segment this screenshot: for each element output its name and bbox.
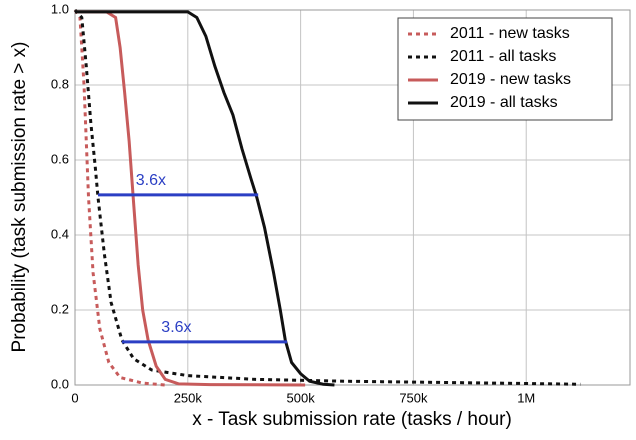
series-line bbox=[73, 8, 581, 386]
legend: 2011 - new tasks 2011 - all tasks 2019 - n… bbox=[397, 17, 613, 121]
series-line bbox=[73, 9, 166, 387]
y-axis-label: Probability (task submission rate > x) bbox=[9, 42, 30, 353]
x-tick-label: 1M bbox=[517, 390, 535, 405]
legend-label: 2011 - new tasks bbox=[450, 25, 570, 42]
legend-label: 2019 - all tasks bbox=[450, 94, 558, 111]
y-tick-label: 0.4 bbox=[51, 226, 69, 241]
y-tick-label: 1.0 bbox=[51, 1, 69, 16]
legend-label: 2019 - new tasks bbox=[450, 71, 571, 88]
x-tick-label: 750k bbox=[399, 390, 428, 405]
series-line bbox=[75, 10, 306, 387]
annotation-text: 3.6x bbox=[136, 172, 166, 189]
y-tick-label: 0.0 bbox=[51, 376, 69, 391]
x-tick-label: 500k bbox=[287, 390, 316, 405]
annotation-text: 3.6x bbox=[161, 319, 191, 336]
x-tick-label: 250k bbox=[174, 390, 203, 405]
y-tick-label: 0.6 bbox=[51, 151, 69, 166]
legend-label: 2011 - all tasks bbox=[450, 48, 556, 65]
y-tick-label: 0.2 bbox=[51, 301, 69, 316]
plot-frame bbox=[74, 9, 631, 386]
y-tick-label: 0.8 bbox=[51, 76, 69, 91]
x-axis-label: x - Task submission rate (tasks / hour) bbox=[192, 409, 512, 430]
x-tick-label: 0 bbox=[71, 390, 78, 405]
series-line bbox=[75, 10, 335, 387]
